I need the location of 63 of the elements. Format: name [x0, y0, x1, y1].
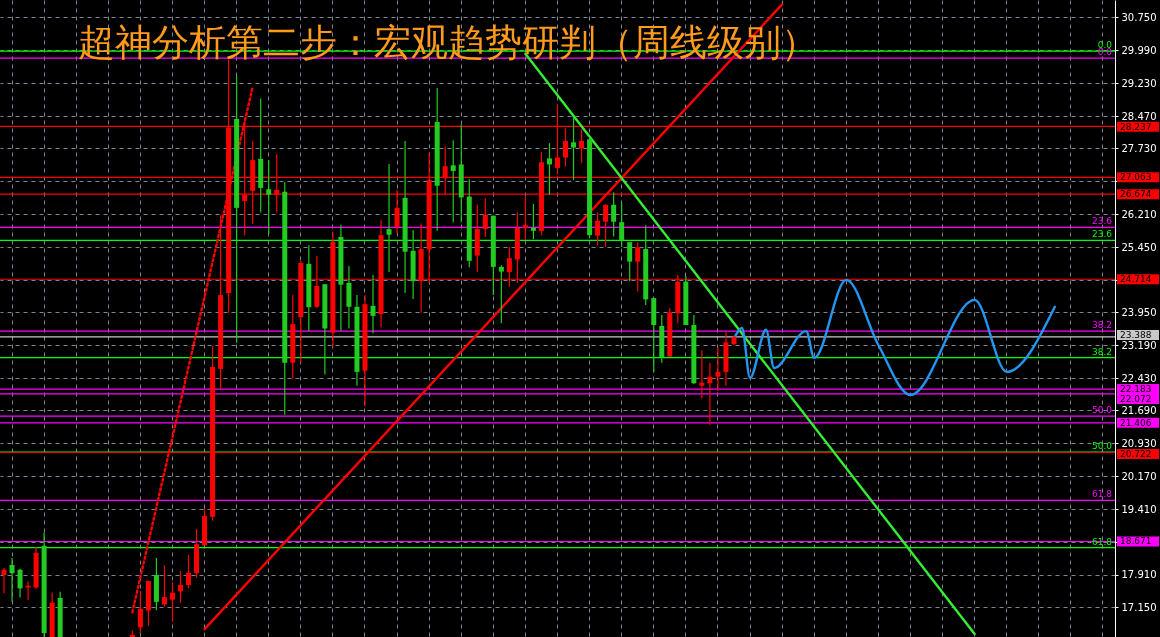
y-tick-label: 22.430: [1121, 372, 1157, 384]
y-tick-label: 28.470: [1121, 110, 1157, 122]
candlestick: [386, 163, 392, 273]
candlestick: [603, 203, 609, 248]
candlestick: [137, 590, 143, 634]
candlestick: [9, 557, 15, 603]
y-tick-label: 17.910: [1121, 569, 1157, 581]
candlestick: [161, 564, 167, 608]
candlestick: [627, 241, 633, 282]
candlestick: [595, 211, 601, 246]
y-tick-label: 30.750: [1121, 11, 1157, 23]
ref-line-label: 28.237: [1120, 121, 1152, 132]
ref-line-label: 24.714: [1120, 274, 1152, 285]
annotation: 38.2: [1091, 320, 1112, 331]
candlestick: [186, 554, 192, 589]
y-tick-label: 19.410: [1121, 503, 1157, 515]
candlestick: [450, 139, 456, 223]
candlestick: [1, 567, 7, 594]
candlestick: [17, 568, 23, 599]
candlestick: [707, 362, 713, 426]
candlestick: [346, 265, 352, 330]
annotation: 61.8: [1091, 489, 1113, 500]
candlestick: [266, 159, 272, 235]
y-tick-label: 27.730: [1121, 142, 1157, 154]
ref-line-label: 23.388: [1120, 329, 1152, 340]
ref-line-label: 22.072: [1120, 394, 1152, 405]
candlestick: [579, 128, 585, 164]
ref-line-label: 18.671: [1120, 536, 1152, 547]
y-tick-label: 25.450: [1121, 241, 1157, 253]
annotation: 50.0: [1091, 441, 1113, 452]
y-tick-label: 21.690: [1121, 404, 1157, 416]
annotation: 23.6: [1091, 216, 1113, 227]
candlestick: [169, 581, 175, 623]
candlestick: [611, 191, 617, 238]
ref-line-label: 21.406: [1120, 417, 1152, 428]
candlestick: [522, 195, 528, 241]
candlestick: [177, 570, 183, 604]
candlestick: [25, 580, 31, 601]
candlestick: [619, 202, 625, 248]
candlestick: [498, 264, 504, 324]
candlestick: [699, 349, 705, 399]
y-tick-label: 17.150: [1121, 601, 1157, 613]
line-series: [732, 278, 1057, 397]
candlestick: [370, 274, 376, 334]
annotation: 50.0: [1091, 405, 1113, 416]
y-tick-label: 29.230: [1121, 77, 1157, 89]
candlestick: [571, 116, 577, 181]
y-tick-label: 29.990: [1121, 44, 1157, 56]
y-tick-label: 23.950: [1121, 306, 1157, 318]
y-tick-label: 26.210: [1121, 208, 1157, 220]
annotation: 23.6: [1091, 229, 1113, 240]
ref-line-label: 22.183: [1120, 384, 1152, 395]
y-tick-label: 20.170: [1121, 470, 1157, 482]
annotation: 38.2: [1091, 346, 1112, 357]
candlestick: [530, 203, 536, 240]
candlestick: [546, 142, 552, 196]
y-tick-label: 20.930: [1121, 437, 1157, 449]
y-tick-label: 23.190: [1121, 339, 1157, 351]
ref-line-label: 27.063: [1120, 172, 1152, 183]
ref-line-label: 20.722: [1120, 448, 1152, 459]
candlestick: [715, 346, 721, 392]
ref-line-label: 26.674: [1120, 189, 1152, 200]
candlestick: [482, 197, 488, 238]
